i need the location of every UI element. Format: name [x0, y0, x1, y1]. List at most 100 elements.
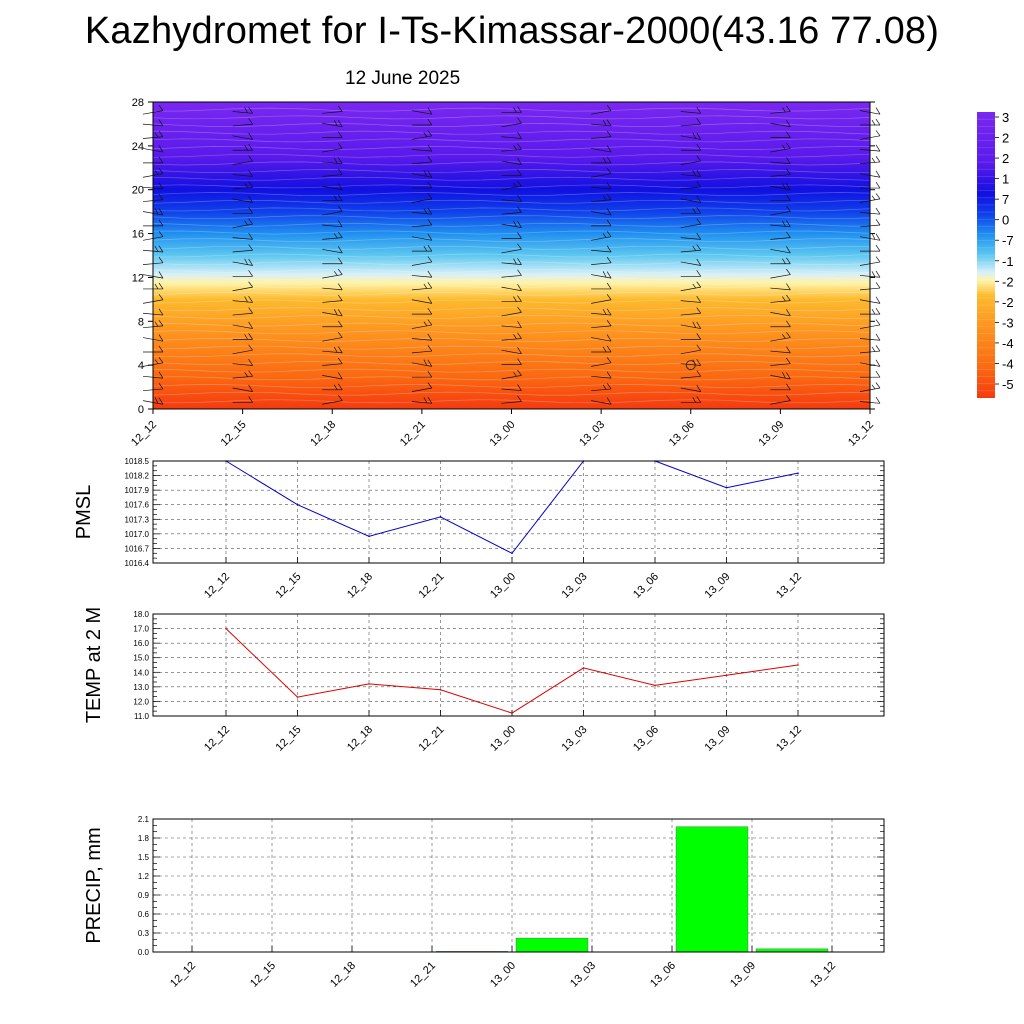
wind-barb [322, 383, 343, 391]
x-tick-label: 13_00 [488, 419, 518, 449]
isotherm-line [152, 268, 871, 273]
isotherm-line [152, 361, 871, 365]
colorbar-label: 2 [1002, 151, 1009, 166]
plot-area [153, 614, 884, 716]
data-point [725, 486, 728, 489]
wind-barb [501, 306, 522, 317]
wind-barb [322, 205, 343, 216]
y-tick-label: 1017.3 [125, 515, 150, 524]
wind-barb [770, 157, 791, 165]
wind-barb [680, 384, 702, 392]
wind-barb [591, 231, 612, 241]
y-tick-label: 20 [132, 185, 144, 197]
y-tick-label: 13.0 [133, 683, 149, 692]
wind-barb [591, 256, 612, 265]
wind-barb [770, 220, 791, 228]
x-tick-label: 12_12 [168, 960, 198, 990]
x-tick-label: 13_06 [648, 960, 678, 990]
wind-barb [680, 132, 702, 140]
wind-barb [770, 205, 791, 216]
wind-barb [591, 345, 612, 353]
wind-barb [591, 219, 612, 227]
wind-barb [232, 106, 253, 114]
wind-barb [501, 258, 522, 265]
y-tick-label: 1018.2 [125, 472, 150, 481]
x-tick-label: 12_21 [417, 724, 447, 754]
wind-barb [680, 169, 702, 177]
isotherm-line [152, 337, 871, 342]
wind-barb [501, 180, 522, 191]
isotherm-line [152, 153, 871, 158]
x-tick-label: 13_06 [631, 724, 661, 754]
wind-barb [322, 395, 343, 405]
wind-barb [322, 294, 343, 303]
colorbar-label: -4 [1002, 356, 1014, 371]
wind-barb [322, 183, 343, 191]
isotherm-line [152, 384, 871, 388]
isotherm-lines [152, 107, 871, 404]
isotherm-line [152, 146, 871, 150]
isotherm-line [152, 215, 871, 220]
colorbar-label: -5 [1002, 377, 1014, 392]
data-point [296, 696, 299, 698]
wind-barb [770, 105, 791, 114]
wind-barb [322, 331, 343, 342]
wind-barb [411, 181, 433, 189]
wind-barb [232, 281, 253, 292]
wind-barb [591, 282, 612, 290]
wind-barb [322, 268, 343, 279]
data-point [439, 688, 442, 691]
wind-barb [770, 168, 791, 177]
data-point [511, 712, 513, 714]
x-tick-label: 12_15 [219, 419, 249, 449]
y-tick-label: 12.0 [133, 697, 149, 706]
wind-barb [501, 358, 522, 365]
y-axis-title: PMSL [73, 485, 95, 539]
wind-barb [232, 181, 253, 190]
wind-barb [591, 105, 612, 115]
x-tick-label: 13_00 [488, 571, 518, 601]
wind-barb [680, 207, 702, 214]
colorbar-labels: 3 2 2 1 7 0 -7 -1 -2 -2 -3 -4 -4 -5 [977, 110, 1014, 392]
wind-barb [591, 357, 612, 367]
wind-barb [501, 384, 522, 392]
wind-barb [770, 231, 791, 240]
y-tick-label: 1017.6 [125, 501, 150, 510]
y-tick-label: 1.8 [138, 834, 150, 843]
wind-barb [322, 157, 343, 165]
x-tick-label: 13_12 [808, 960, 838, 990]
y-tick-label: 1017.0 [125, 530, 150, 539]
wind-barb [501, 369, 522, 380]
x-tick-label: 12_18 [328, 960, 358, 990]
isotherm-line [152, 276, 871, 281]
isotherm-line [152, 368, 871, 373]
x-tick-label: 12_12 [202, 724, 232, 754]
x-tick-label: 12_21 [417, 571, 447, 601]
y-tick-label: 1018.5 [125, 457, 150, 466]
wind-barb [501, 143, 522, 152]
wind-barb [770, 268, 791, 279]
colorbar-label: 1 [1002, 172, 1009, 187]
wind-barb [591, 145, 612, 153]
isotherm-line [152, 292, 870, 296]
x-tick-label: 13_12 [846, 419, 876, 449]
isotherm-line [152, 322, 871, 327]
isotherm-line [152, 207, 871, 212]
y-tick-label: 11.0 [134, 712, 150, 721]
wind-barb [411, 107, 433, 115]
wind-barb [232, 232, 253, 240]
colorbar-label: -1 [1002, 254, 1014, 269]
wind-barb [501, 157, 522, 165]
wind-barb [232, 370, 253, 379]
x-tick-label: 12_12 [129, 419, 159, 449]
wind-barb [411, 307, 433, 315]
wind-barb [501, 347, 522, 355]
wind-barb [591, 383, 612, 392]
isotherm-line [152, 314, 871, 319]
wind-barb [680, 232, 702, 240]
isotherm-line [152, 345, 871, 350]
wind-barb [232, 258, 253, 266]
wind-barb [680, 155, 702, 165]
wind-barb [591, 334, 612, 342]
